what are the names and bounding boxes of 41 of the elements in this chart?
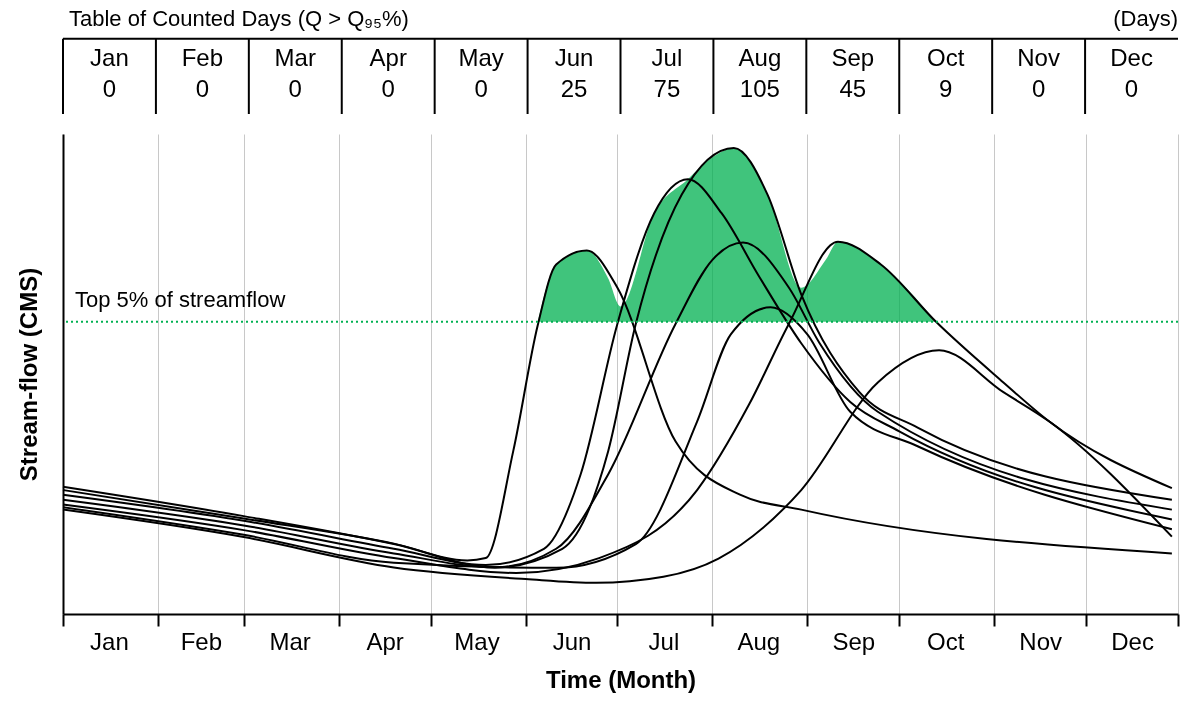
category-label: Feb xyxy=(181,44,224,71)
text: (Days) xyxy=(1113,5,1178,31)
data-label: 0 xyxy=(195,75,210,103)
x-tick-label: Dec xyxy=(1111,627,1154,655)
x-tick-label: Jun xyxy=(552,627,592,655)
category-label: Jan xyxy=(90,44,129,71)
x-tick-label: Oct xyxy=(927,627,965,655)
x-tick-label: Nov xyxy=(1019,627,1062,655)
x-tick-label: Mar xyxy=(269,627,311,655)
category-label: Aug xyxy=(738,44,782,71)
x-tick-label: Jul xyxy=(648,627,680,655)
data-label: 0 xyxy=(288,75,302,103)
data-label: 0 xyxy=(102,75,117,103)
category-label: Apr xyxy=(369,44,407,71)
x-tick-label: Aug xyxy=(737,627,781,655)
data-label: 105 xyxy=(739,75,780,103)
category-label: Mar xyxy=(274,44,316,71)
category-label: Dec xyxy=(1110,44,1153,71)
category-label: Sep xyxy=(831,44,875,71)
category-label: Jun xyxy=(554,44,594,71)
category-label: Oct xyxy=(927,44,965,71)
data-label: 0 xyxy=(1124,75,1139,103)
category-label: May xyxy=(458,44,504,71)
y-axis-title: Stream-flow (CMS) xyxy=(14,267,42,482)
data-label: 0 xyxy=(474,75,488,103)
data-label: 9 xyxy=(939,75,953,103)
data-label: 0 xyxy=(1031,75,1046,103)
category-label: Jul xyxy=(651,44,683,71)
data-label: 25 xyxy=(560,75,588,103)
data-label: 45 xyxy=(839,75,867,103)
ref-line-label: Top 5% of streamflow xyxy=(75,286,286,312)
x-tick-label: May xyxy=(454,627,500,655)
x-tick-label: Apr xyxy=(366,627,404,655)
x-tick-label: Jan xyxy=(90,627,129,655)
category-label: Nov xyxy=(1017,44,1060,71)
x-tick-label: Sep xyxy=(832,627,876,655)
text: Table of Counted Days (Q > Q₉₅%) xyxy=(69,5,409,31)
data-label: 75 xyxy=(653,75,681,103)
x-axis-title: Time (Month) xyxy=(545,665,697,693)
x-tick-label: Feb xyxy=(180,627,223,655)
data-label: 0 xyxy=(381,75,395,103)
